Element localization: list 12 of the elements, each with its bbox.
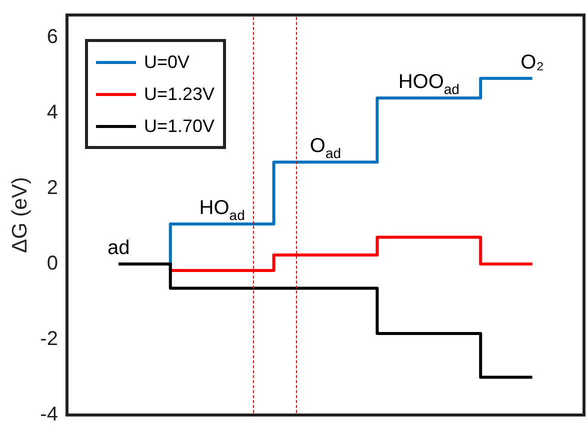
- annotation: ad: [108, 237, 130, 260]
- y-axis-title: ΔG (eV): [8, 177, 32, 253]
- annotation: O₂: [520, 51, 544, 74]
- y-tick-label: -4: [40, 404, 58, 426]
- y-tick-label: -2: [40, 328, 58, 350]
- legend-label: U=0V: [144, 52, 190, 72]
- legend-label: U=1.70V: [144, 116, 215, 136]
- legend-label: U=1.23V: [144, 84, 215, 104]
- y-tick-label: 0: [46, 252, 58, 275]
- y-tick-label: 2: [46, 177, 58, 200]
- y-tick-label: 6: [46, 26, 58, 48]
- y-tick-label: 4: [46, 102, 58, 124]
